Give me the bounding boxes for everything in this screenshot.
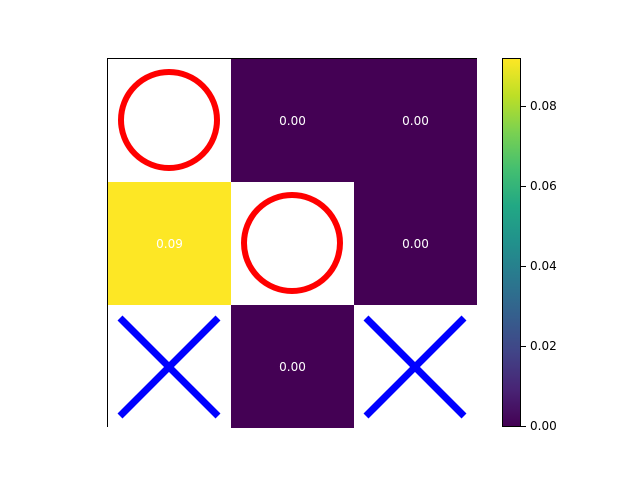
colorbar-tick-label: 0.08 (530, 99, 557, 113)
x-piece-icon (117, 315, 221, 419)
colorbar-tick-label: 0.04 (530, 259, 557, 273)
colorbar-gradient (503, 59, 520, 426)
x-piece-stroke (117, 315, 221, 419)
board-cell-r0-c1[interactable]: 0.00 (231, 59, 354, 182)
o-piece-icon (241, 192, 343, 294)
colorbar-tick-mark (521, 346, 526, 347)
colorbar-tick-mark (521, 426, 526, 427)
cell-value: 0.00 (402, 113, 429, 128)
board-cell-r1-c1[interactable] (231, 182, 354, 305)
board-cell-r0-c0[interactable] (108, 59, 231, 182)
board-cell-r2-c0[interactable] (108, 305, 231, 428)
board-cell-r1-c2[interactable]: 0.00 (354, 182, 477, 305)
cell-value: 0.09 (156, 236, 183, 251)
colorbar-tick-label: 0.02 (530, 339, 557, 353)
board-cell-r2-c1[interactable]: 0.00 (231, 305, 354, 428)
board-cell-r2-c2[interactable] (354, 305, 477, 428)
cell-value: 0.00 (279, 359, 306, 374)
o-piece-icon (118, 69, 220, 171)
board-cell-r1-c0[interactable]: 0.09 (108, 182, 231, 305)
colorbar-tick-mark (521, 186, 526, 187)
colorbar-tick-mark (521, 106, 526, 107)
o-piece-ring (118, 69, 220, 171)
colorbar-tick-mark (521, 266, 526, 267)
x-piece-icon (363, 315, 467, 419)
colorbar-tick-label: 0.00 (530, 419, 557, 433)
colorbar (502, 58, 521, 427)
x-piece-stroke (363, 315, 467, 419)
tic-tac-toe-board: 0.00 0.00 0.09 0.00 0.00 (107, 58, 477, 428)
cell-value: 0.00 (402, 236, 429, 251)
cell-value: 0.00 (279, 113, 306, 128)
board-cell-r0-c2[interactable]: 0.00 (354, 59, 477, 182)
o-piece-ring (241, 192, 343, 294)
colorbar-tick-label: 0.06 (530, 179, 557, 193)
